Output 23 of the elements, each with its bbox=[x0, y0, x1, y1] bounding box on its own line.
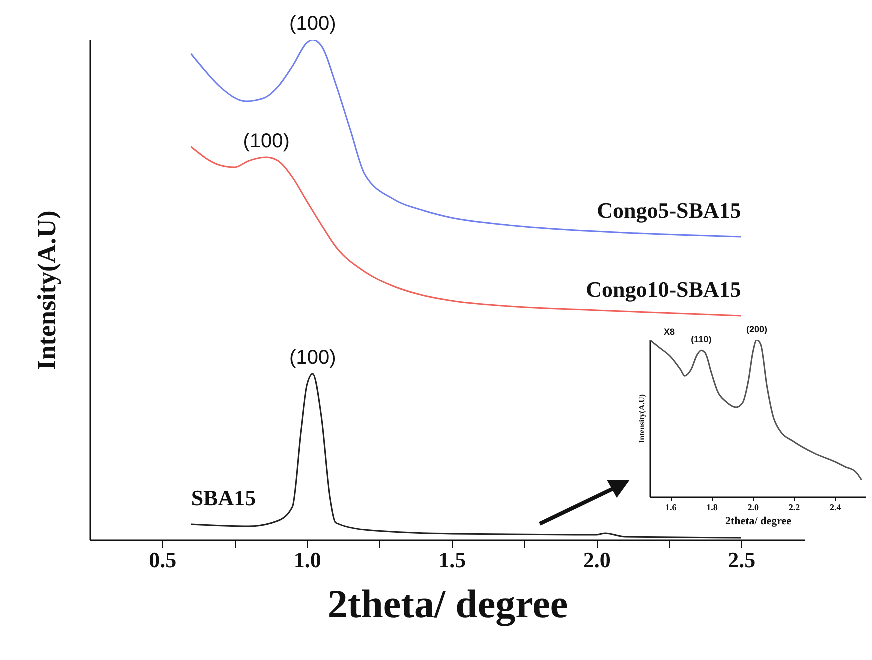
x-tick-label: 1.0 bbox=[294, 548, 322, 572]
annotation: (100) bbox=[243, 130, 290, 152]
series-label: Congo5-SBA15 bbox=[597, 198, 742, 223]
x-tick-label: 1.6 bbox=[665, 502, 678, 512]
x-tick-label: 2.2 bbox=[788, 502, 801, 512]
x-tick-label: 2.4 bbox=[830, 502, 842, 512]
annotation: X8 bbox=[664, 327, 676, 337]
x-tick-label: 2.5 bbox=[728, 548, 756, 572]
x-tick-label: 1.8 bbox=[706, 502, 718, 512]
annotation: (110) bbox=[691, 334, 712, 345]
x-tick-label: 1.5 bbox=[438, 548, 466, 572]
y-axis-title: Intensity(A.U) bbox=[32, 210, 62, 370]
x-axis-title: 2theta/ degree bbox=[725, 516, 792, 528]
series-label: Congo10-SBA15 bbox=[586, 277, 742, 302]
series-label: SBA15 bbox=[191, 486, 256, 510]
annotation: (200) bbox=[746, 324, 768, 335]
y-axis-title: Intensity(A.U) bbox=[638, 394, 646, 444]
x-tick-label: 2.0 bbox=[583, 548, 611, 572]
x-tick-label: 2.0 bbox=[748, 502, 760, 512]
annotation: (100) bbox=[290, 13, 336, 35]
x-axis-title: 2theta/ degree bbox=[328, 582, 568, 626]
annotation: (100) bbox=[290, 347, 336, 369]
x-tick-label: 0.5 bbox=[149, 548, 177, 572]
